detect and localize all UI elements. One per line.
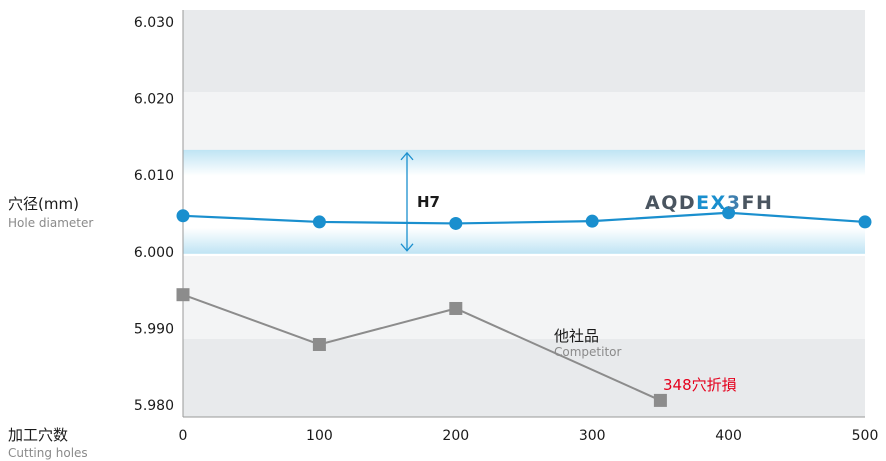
h7-tolerance-band [183,149,865,254]
series-1-line [182,293,661,402]
x-tick-label-2: 200 [442,428,469,444]
series-layer [176,206,872,407]
band-lower-edge [183,227,865,254]
x-axis-title-ja: 加工穴数 [8,426,68,444]
aqdex3fh-label-part-1: AQD [645,192,696,214]
plot-zone-lower-mid [183,256,865,339]
series-0-point-4 [722,206,736,220]
series-0-point-1 [312,215,326,229]
y-axis-title-ja: 穴径(mm) [8,195,79,213]
band-upper-edge [183,149,865,176]
aqdex3fh-label-part-2: EX [696,192,727,214]
x-tick-label-3: 300 [579,428,606,444]
x-tick-label-5: 500 [852,428,879,444]
series-1-point-1 [312,337,326,351]
x-tick-label-0: 0 [179,428,188,444]
y-axis-title-en: Hole diameter [8,216,93,230]
y-tick-label-5: 5.980 [134,398,174,414]
series-0-point-5 [858,215,872,229]
x-tick-labels: 0 100 200 300 400 500 [179,428,879,444]
x-tick-label-1: 100 [306,428,333,444]
y-tick-label-3: 6.000 [134,245,174,261]
y-tick-label-0: 6.030 [134,15,174,31]
y-tick-label-4: 5.990 [134,321,174,337]
aqdex3fh-label: AQDEX3FH [645,192,773,214]
aqdex3fh-label-part-5: H [756,192,773,214]
series-0-point-3 [585,214,599,228]
x-tick-label-4: 400 [715,428,742,444]
h7-label: H7 [417,193,440,211]
h7-arrow-head-bottom [400,243,414,252]
series-1-point-2 [449,301,463,315]
aqdex3fh-label-part-3: 3 [727,192,742,214]
y-tick-label-1: 6.020 [134,92,174,108]
aqdex3fh-label-part-4: F [742,192,756,214]
band-middle [183,175,865,228]
series-1-point-0 [176,288,190,302]
competitor-label-en: Competitor [554,345,621,359]
series-1-point-3 [653,393,667,407]
competitor-label-ja: 他社品 [554,327,599,345]
series-0-point-2 [449,216,463,230]
plot-zone-top [183,10,865,92]
x-axis-title-en: Cutting holes [8,446,88,460]
h7-dimension-arrow [400,151,414,252]
y-tick-label-2: 6.010 [134,168,174,184]
plot-zone-bottom [183,339,865,417]
breakage-annotation: 348穴折損 [663,376,737,394]
series-0-point-0 [176,209,190,223]
h7-arrow-head-top [400,151,414,161]
y-tick-labels: 6.030 6.020 6.010 6.000 5.990 5.980 [134,15,174,414]
series-0-line [182,211,866,225]
